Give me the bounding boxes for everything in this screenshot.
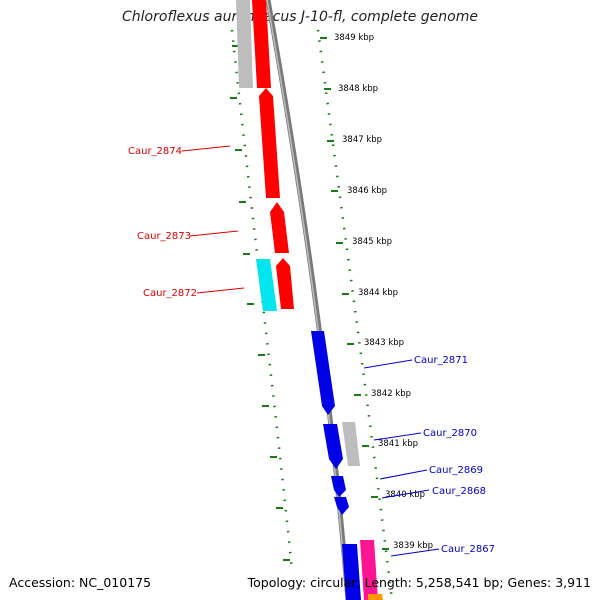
tick-label: 3844 kbp [358,288,398,298]
gene-feature-red-caur2872b [276,258,294,309]
gene-label-caur2871[interactable]: Caur_2871 [414,355,468,366]
gene-label-caur2872[interactable]: Caur_2872 [143,288,197,299]
gene-feature-grey [236,0,253,88]
gene-feature-blue-caur2868 [334,497,349,515]
gene-feature-blue-caur2867 [342,544,361,600]
leader-line [181,145,231,152]
ruler-left-major-ticks [230,45,290,561]
leader-line [390,548,440,557]
gene-feature-blue-caur2871 [311,331,335,415]
leader-line [379,469,428,480]
tick-label: 3845 kbp [352,237,392,247]
ruler-right-dotted [316,29,394,600]
tick-label: 3839 kbp [393,541,433,551]
tick-label: 3840 kbp [385,490,425,500]
gene-label-caur2870[interactable]: Caur_2870 [423,428,477,439]
gene-feature-pink [360,540,378,600]
genome-summary-text: Topology: circular; Length: 5,258,541 bp… [247,575,591,590]
accession-text: Accession: NC_010175 [9,575,152,590]
gene-feature-red [252,0,271,88]
leader-line [373,432,422,441]
gene-label-caur2869[interactable]: Caur_2869 [429,465,483,476]
tick-label: 3847 kbp [342,135,382,145]
tick-label: 3842 kbp [371,389,411,399]
genome-title: Chloroflexus aurantiacus J-10-fl, comple… [122,9,478,25]
gene-feature-blue-caur2870 [323,424,343,469]
leader-line [381,489,430,499]
tick-label: 3846 kbp [347,186,387,196]
leader-line [189,230,239,237]
bottom-strand-features [311,331,383,600]
tick-label: 3843 kbp [364,338,404,348]
gene-label-caur2867[interactable]: Caur_2867 [441,544,495,555]
tick-label: 3841 kbp [378,439,418,449]
ruler-right-major-ticks [320,37,389,550]
gene-label-caur2873[interactable]: Caur_2873 [137,231,191,242]
gene-feature-blue-caur2869 [331,476,346,497]
gene-feature-red-caur2874 [259,88,280,198]
gene-feature-orange [368,594,383,600]
top-strand-features [236,0,294,311]
gene-feature-grey-caur2870 [342,422,360,466]
leader-line [363,359,413,369]
tick-label: 3848 kbp [338,84,378,94]
gene-feature-cyan-caur2872 [256,259,277,311]
gene-label-caur2868[interactable]: Caur_2868 [432,486,486,497]
gene-label-caur2874[interactable]: Caur_2874 [128,146,182,157]
leader-line [196,287,245,294]
gene-feature-red-caur2873 [270,202,289,253]
tick-label: 3849 kbp [334,33,374,43]
